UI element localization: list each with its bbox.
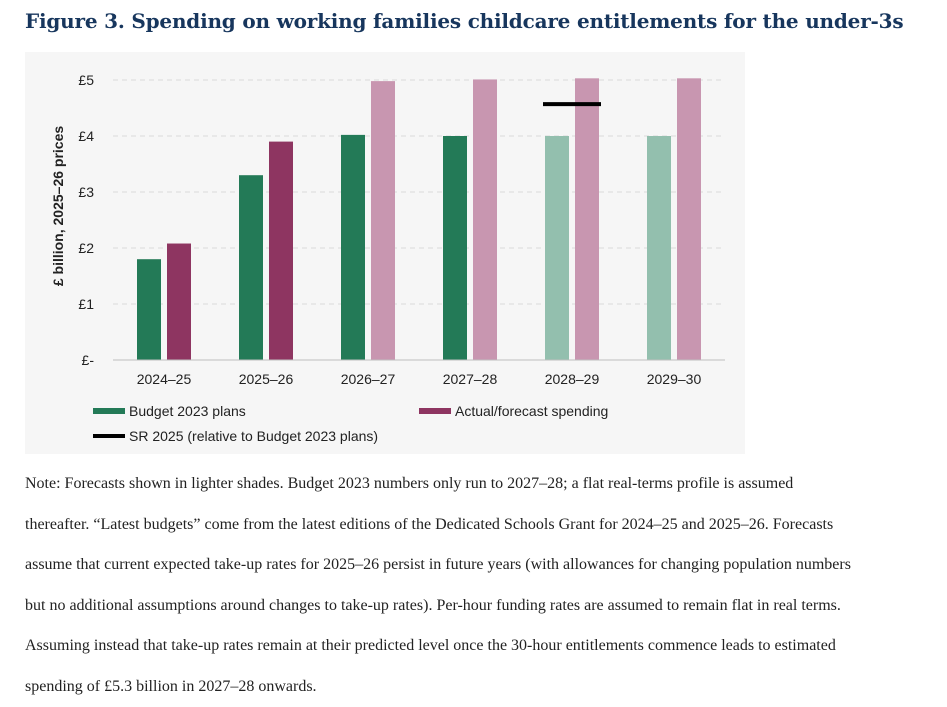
note-line: Assuming instead that take-up rates rema… [25,626,943,667]
x-tick-label: 2027–28 [443,371,498,387]
bar-budget-2023 [239,175,263,360]
y-tick-label: £4 [78,128,94,144]
bar-actual-forecast [575,78,599,360]
y-tick-label: £1 [78,296,94,312]
figure-title: Figure 3. Spending on working families c… [25,9,903,33]
note-line: Note: Forecasts shown in lighter shades.… [25,464,943,505]
legend-swatch-budget-2023 [93,408,125,414]
y-tick-label: £3 [78,184,94,200]
note-line: thereafter. “Latest budgets” come from t… [25,505,943,546]
x-tick-label: 2029–30 [647,371,702,387]
y-tick-label: £5 [78,72,94,88]
note-line: but no additional assumptions around cha… [25,586,943,627]
bar-actual-forecast [269,142,293,360]
y-tick-label: £- [82,352,95,368]
y-tick-label: £2 [78,240,94,256]
legend-label-actual-forecast: Actual/forecast spending [455,403,608,419]
bar-actual-forecast [167,244,191,360]
x-tick-label: 2025–26 [239,371,294,387]
x-tick-label: 2024–25 [137,371,192,387]
note-line: assume that current expected take-up rat… [25,545,943,586]
legend-label-sr-2025: SR 2025 (relative to Budget 2023 plans) [129,428,378,444]
bar-actual-forecast [371,81,395,360]
bar-actual-forecast [677,78,701,360]
bar-budget-2023 [647,136,671,360]
x-tick-label: 2026–27 [341,371,396,387]
legend-swatch-actual-forecast [419,408,451,414]
chart-panel: £- £1 £2 £3 £4 £5 £ billion, 2025–26 prices 202… [25,52,745,454]
bar-budget-2023 [443,136,467,360]
note-line: spending of £5.3 billion in 2027–28 onwa… [25,667,943,707]
note: Note: Forecasts shown in lighter shades.… [25,464,943,707]
chart: £- £1 £2 £3 £4 £5 £ billion, 2025–26 prices 202… [25,52,745,454]
bar-budget-2023 [545,136,569,360]
x-tick-label: 2028–29 [545,371,600,387]
y-axis-label: £ billion, 2025–26 prices [50,126,66,287]
legend-label-budget-2023: Budget 2023 plans [129,403,246,419]
bar-actual-forecast [473,79,497,360]
bar-budget-2023 [341,135,365,360]
bar-budget-2023 [137,259,161,360]
